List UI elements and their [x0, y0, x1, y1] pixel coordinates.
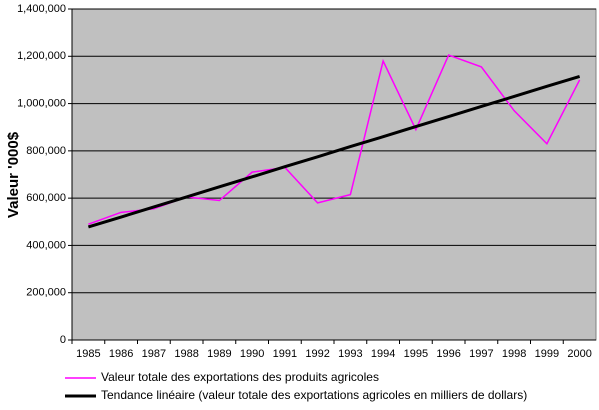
y-tick-label: 1,400,000	[17, 3, 66, 15]
y-tick-label: 400,000	[26, 239, 66, 251]
x-tick-label: 1988	[174, 348, 198, 360]
x-tick-label: 1998	[502, 348, 526, 360]
y-tick-label: 600,000	[26, 192, 66, 204]
y-axis-title: Valeur '000$	[5, 131, 22, 218]
legend-label: Tendance linéaire (valeur totale des exp…	[101, 388, 527, 402]
y-tick-label: 1,000,000	[17, 97, 66, 109]
x-tick-label: 1992	[305, 348, 329, 360]
x-tick-label: 1989	[207, 348, 231, 360]
x-tick-label: 1987	[142, 348, 166, 360]
x-tick-label: 1991	[273, 348, 297, 360]
y-tick-label: 1,200,000	[17, 50, 66, 62]
x-tick-label: 1997	[469, 348, 493, 360]
x-tick-label: 1996	[436, 348, 460, 360]
x-tick-label: 1985	[76, 348, 100, 360]
plot-area	[71, 8, 597, 341]
series-line	[87, 74, 581, 229]
x-tick-label: 1999	[535, 348, 559, 360]
x-tick-label: 2000	[567, 348, 591, 360]
x-tick-label: 1993	[338, 348, 362, 360]
x-tick-label: 1994	[371, 348, 395, 360]
y-tick-label: 200,000	[26, 287, 66, 299]
x-tick-label: 1986	[109, 348, 133, 360]
x-tick-label: 1995	[404, 348, 428, 360]
x-tick-label: 1990	[240, 348, 264, 360]
legend-label: Valeur totale des exportations des produ…	[101, 370, 379, 384]
y-tick-label: 800,000	[26, 145, 66, 157]
y-tick-label: 0	[60, 334, 66, 346]
